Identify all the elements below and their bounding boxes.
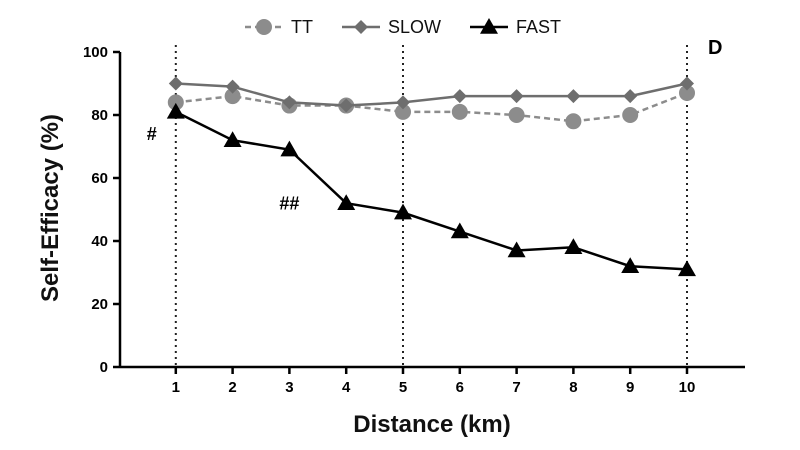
data-point-fast: [223, 131, 242, 147]
data-point-slow: [680, 76, 694, 91]
data-point-fast: [621, 257, 640, 273]
data-point-fast: [678, 260, 696, 277]
data-point-tt: [622, 107, 639, 123]
significance-marker: #: [147, 124, 157, 144]
data-point-slow: [396, 95, 410, 110]
y-axis-title: Self-Efficacy (%): [37, 114, 64, 302]
series-line-slow: [175, 82, 688, 107]
series-layer: [166, 76, 696, 277]
legend-item-tt: TT: [245, 17, 313, 37]
legend-marker-tt: [256, 19, 272, 35]
data-point-slow: [623, 89, 638, 104]
data-point-fast: [280, 140, 299, 157]
data-point-fast: [564, 238, 583, 255]
x-tick-label: 3: [285, 379, 293, 396]
series-line-fast: [175, 110, 688, 271]
y-tick-label: 20: [91, 296, 108, 313]
x-tick-label: 8: [569, 379, 577, 396]
axes: [118, 52, 745, 369]
data-point-slow: [452, 89, 467, 104]
legend-marker-fast: [480, 18, 498, 34]
significance-marker: ##: [279, 194, 299, 214]
x-tick-label: 1: [172, 379, 180, 396]
data-point-slow: [282, 95, 297, 110]
y-ticks: 0 20 40 60 80 100: [83, 44, 120, 376]
data-point-tt: [565, 113, 582, 130]
data-point-fast: [337, 194, 356, 210]
x-tick-label: 4: [342, 379, 351, 396]
data-point-slow: [566, 89, 581, 104]
legend-item-fast: FAST: [470, 17, 561, 37]
data-point-tt: [508, 107, 525, 123]
x-axis-title: Distance (km): [353, 411, 510, 438]
x-tick-label: 10: [679, 379, 696, 396]
data-point-slow: [225, 79, 240, 94]
x-tick-label: 2: [228, 379, 236, 396]
legend-label-fast: FAST: [516, 17, 561, 37]
series-slow: [168, 76, 694, 113]
data-point-fast: [166, 102, 185, 119]
x-ticks: 1 2 3 4 5 6 7 8 9 10: [172, 367, 696, 396]
legend-marker-slow: [354, 20, 368, 34]
data-point-slow: [339, 98, 354, 113]
data-point-fast: [507, 241, 526, 258]
data-point-slow: [509, 89, 524, 104]
series-line-tt: [175, 91, 688, 123]
y-tick-label: 100: [83, 44, 108, 61]
data-point-fast: [394, 203, 412, 220]
y-tick-label: 60: [91, 170, 108, 187]
legend-label-tt: TT: [291, 17, 313, 37]
panel-label: D: [708, 37, 722, 59]
legend: TT SLOW FAST: [245, 17, 561, 37]
x-tick-label: 5: [399, 379, 407, 396]
data-point-slow: [168, 76, 183, 91]
y-tick-label: 80: [91, 107, 108, 124]
x-tick-label: 7: [512, 379, 520, 396]
legend-item-slow: SLOW: [342, 17, 441, 37]
data-point-fast: [450, 222, 469, 239]
x-tick-label: 6: [456, 379, 464, 396]
series-fast: [166, 102, 696, 277]
x-tick-label: 9: [626, 379, 634, 396]
annotations: ###: [147, 124, 300, 214]
y-tick-label: 0: [100, 359, 108, 376]
y-tick-label: 40: [91, 233, 108, 250]
legend-label-slow: SLOW: [388, 17, 441, 37]
data-point-tt: [451, 103, 468, 120]
